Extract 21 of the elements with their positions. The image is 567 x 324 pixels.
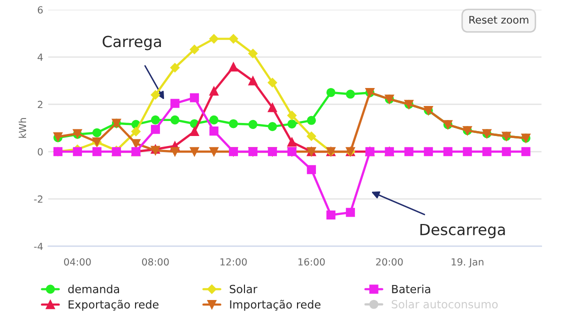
x-tick-label: 20:00: [376, 258, 403, 266]
legend-label: Solar: [230, 284, 258, 294]
x-tick-label: 19. Jan: [452, 258, 484, 268]
y-tick-label: -4: [34, 242, 43, 250]
y-tick-label: -2: [34, 195, 42, 203]
annotation: Reset zoom: [469, 16, 528, 24]
y-tick-label: 6: [38, 6, 43, 14]
legend-label: Bateria: [392, 284, 430, 294]
y-tick-label: 2: [38, 100, 42, 108]
y-tick-label: 0: [38, 148, 43, 156]
annotation: Descarrega: [420, 224, 505, 238]
x-tick-label: 12:00: [220, 258, 247, 266]
y-tick-label: 4: [38, 54, 43, 61]
legend-label: demanda: [68, 284, 120, 294]
legend-label: Exportação rede: [68, 300, 158, 311]
x-tick-label: 16:00: [298, 258, 325, 266]
x-tick-label: 04:00: [64, 258, 91, 266]
legend-label: Importação rede: [230, 300, 320, 311]
y-axis-title: kWh: [18, 118, 26, 138]
x-tick-label: 08:00: [142, 258, 169, 266]
annotation: Carrega: [102, 36, 161, 50]
